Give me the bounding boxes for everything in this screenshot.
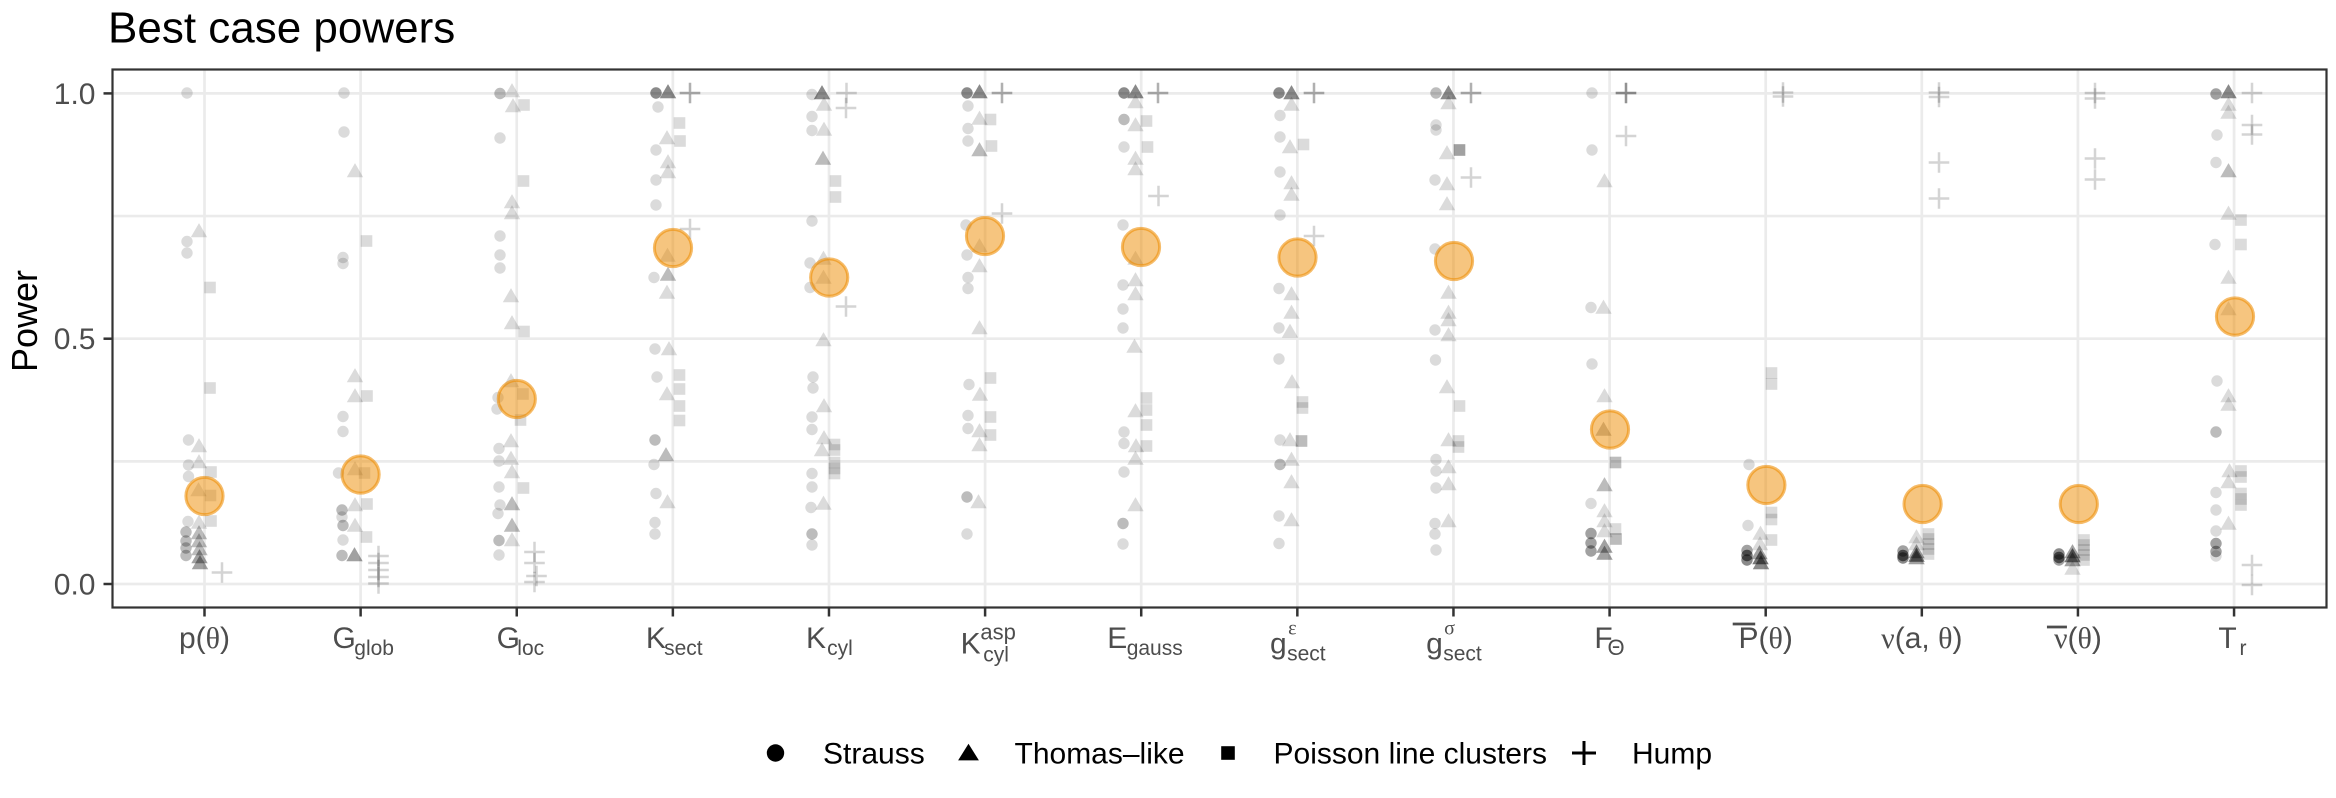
- svg-text:sect: sect: [1443, 643, 1482, 666]
- svg-text:0.0: 0.0: [54, 569, 96, 602]
- svg-text:g: g: [1426, 628, 1443, 661]
- svg-text:P(θ): P(θ): [1739, 622, 1793, 655]
- svg-text:loc: loc: [517, 637, 544, 660]
- svg-text:gauss: gauss: [1127, 637, 1183, 660]
- svg-text:F: F: [1594, 622, 1612, 655]
- svg-text:g: g: [1270, 628, 1287, 661]
- svg-text:K: K: [806, 622, 826, 655]
- svg-text:ν(a, θ): ν(a, θ): [1881, 622, 1962, 655]
- svg-text:Poisson line clusters: Poisson line clusters: [1274, 738, 1547, 771]
- svg-text:sect: sect: [664, 637, 703, 660]
- svg-text:sect: sect: [1287, 643, 1326, 666]
- svg-text:p(θ): p(θ): [179, 622, 230, 655]
- svg-text:Power: Power: [4, 270, 45, 372]
- svg-text:Strauss: Strauss: [823, 738, 925, 771]
- svg-text:K: K: [961, 628, 981, 661]
- svg-text:ε: ε: [1288, 618, 1296, 640]
- svg-text:G: G: [497, 622, 520, 655]
- svg-text:Hump: Hump: [1632, 738, 1712, 771]
- svg-text:T: T: [2218, 622, 2236, 655]
- svg-text:glob: glob: [354, 637, 394, 660]
- svg-text:cyl: cyl: [827, 637, 853, 660]
- svg-text:Thomas–like: Thomas–like: [1015, 738, 1185, 771]
- svg-text:cyl: cyl: [983, 644, 1009, 667]
- svg-text:0.5: 0.5: [54, 323, 96, 356]
- svg-text:E: E: [1107, 622, 1127, 655]
- svg-text:Best case powers: Best case powers: [108, 4, 455, 53]
- svg-text:ν(θ): ν(θ): [2054, 622, 2102, 655]
- svg-text:r: r: [2240, 637, 2247, 660]
- svg-text:K: K: [646, 622, 666, 655]
- svg-text:asp: asp: [980, 620, 1015, 645]
- svg-text:σ: σ: [1444, 618, 1455, 640]
- svg-text:1.0: 1.0: [54, 78, 96, 111]
- svg-text:Θ: Θ: [1608, 635, 1625, 660]
- svg-text:G: G: [332, 622, 355, 655]
